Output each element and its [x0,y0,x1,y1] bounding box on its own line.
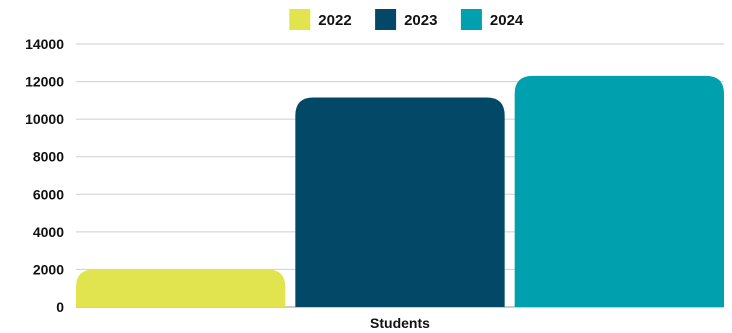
y-tick-label-10000: 10000 [25,111,64,127]
bar-2023 [295,97,505,308]
legend: 2022 2023 2024 [289,9,524,30]
legend-label-2024: 2024 [490,12,524,29]
bar-2022 [76,269,286,307]
bar-2024 [514,75,724,307]
y-tick-label-0: 0 [56,299,64,315]
legend-label-2022: 2022 [318,12,351,29]
legend-swatch-2023 [375,9,397,30]
y-tick-label-4000: 4000 [33,224,64,240]
bars [76,75,724,308]
legend-label-2023: 2023 [404,12,437,29]
y-tick-label-8000: 8000 [33,149,64,165]
y-tick-label-12000: 12000 [25,74,64,90]
x-axis-label: Students [370,315,430,331]
legend-swatch-2024 [460,9,482,30]
y-axis-ticks: 0 2000 4000 6000 8000 10000 12000 14000 [25,36,64,315]
y-tick-label-2000: 2000 [33,261,64,277]
y-tick-label-6000: 6000 [33,186,64,202]
y-tick-label-14000: 14000 [25,36,64,52]
legend-swatch-2022 [289,9,311,30]
